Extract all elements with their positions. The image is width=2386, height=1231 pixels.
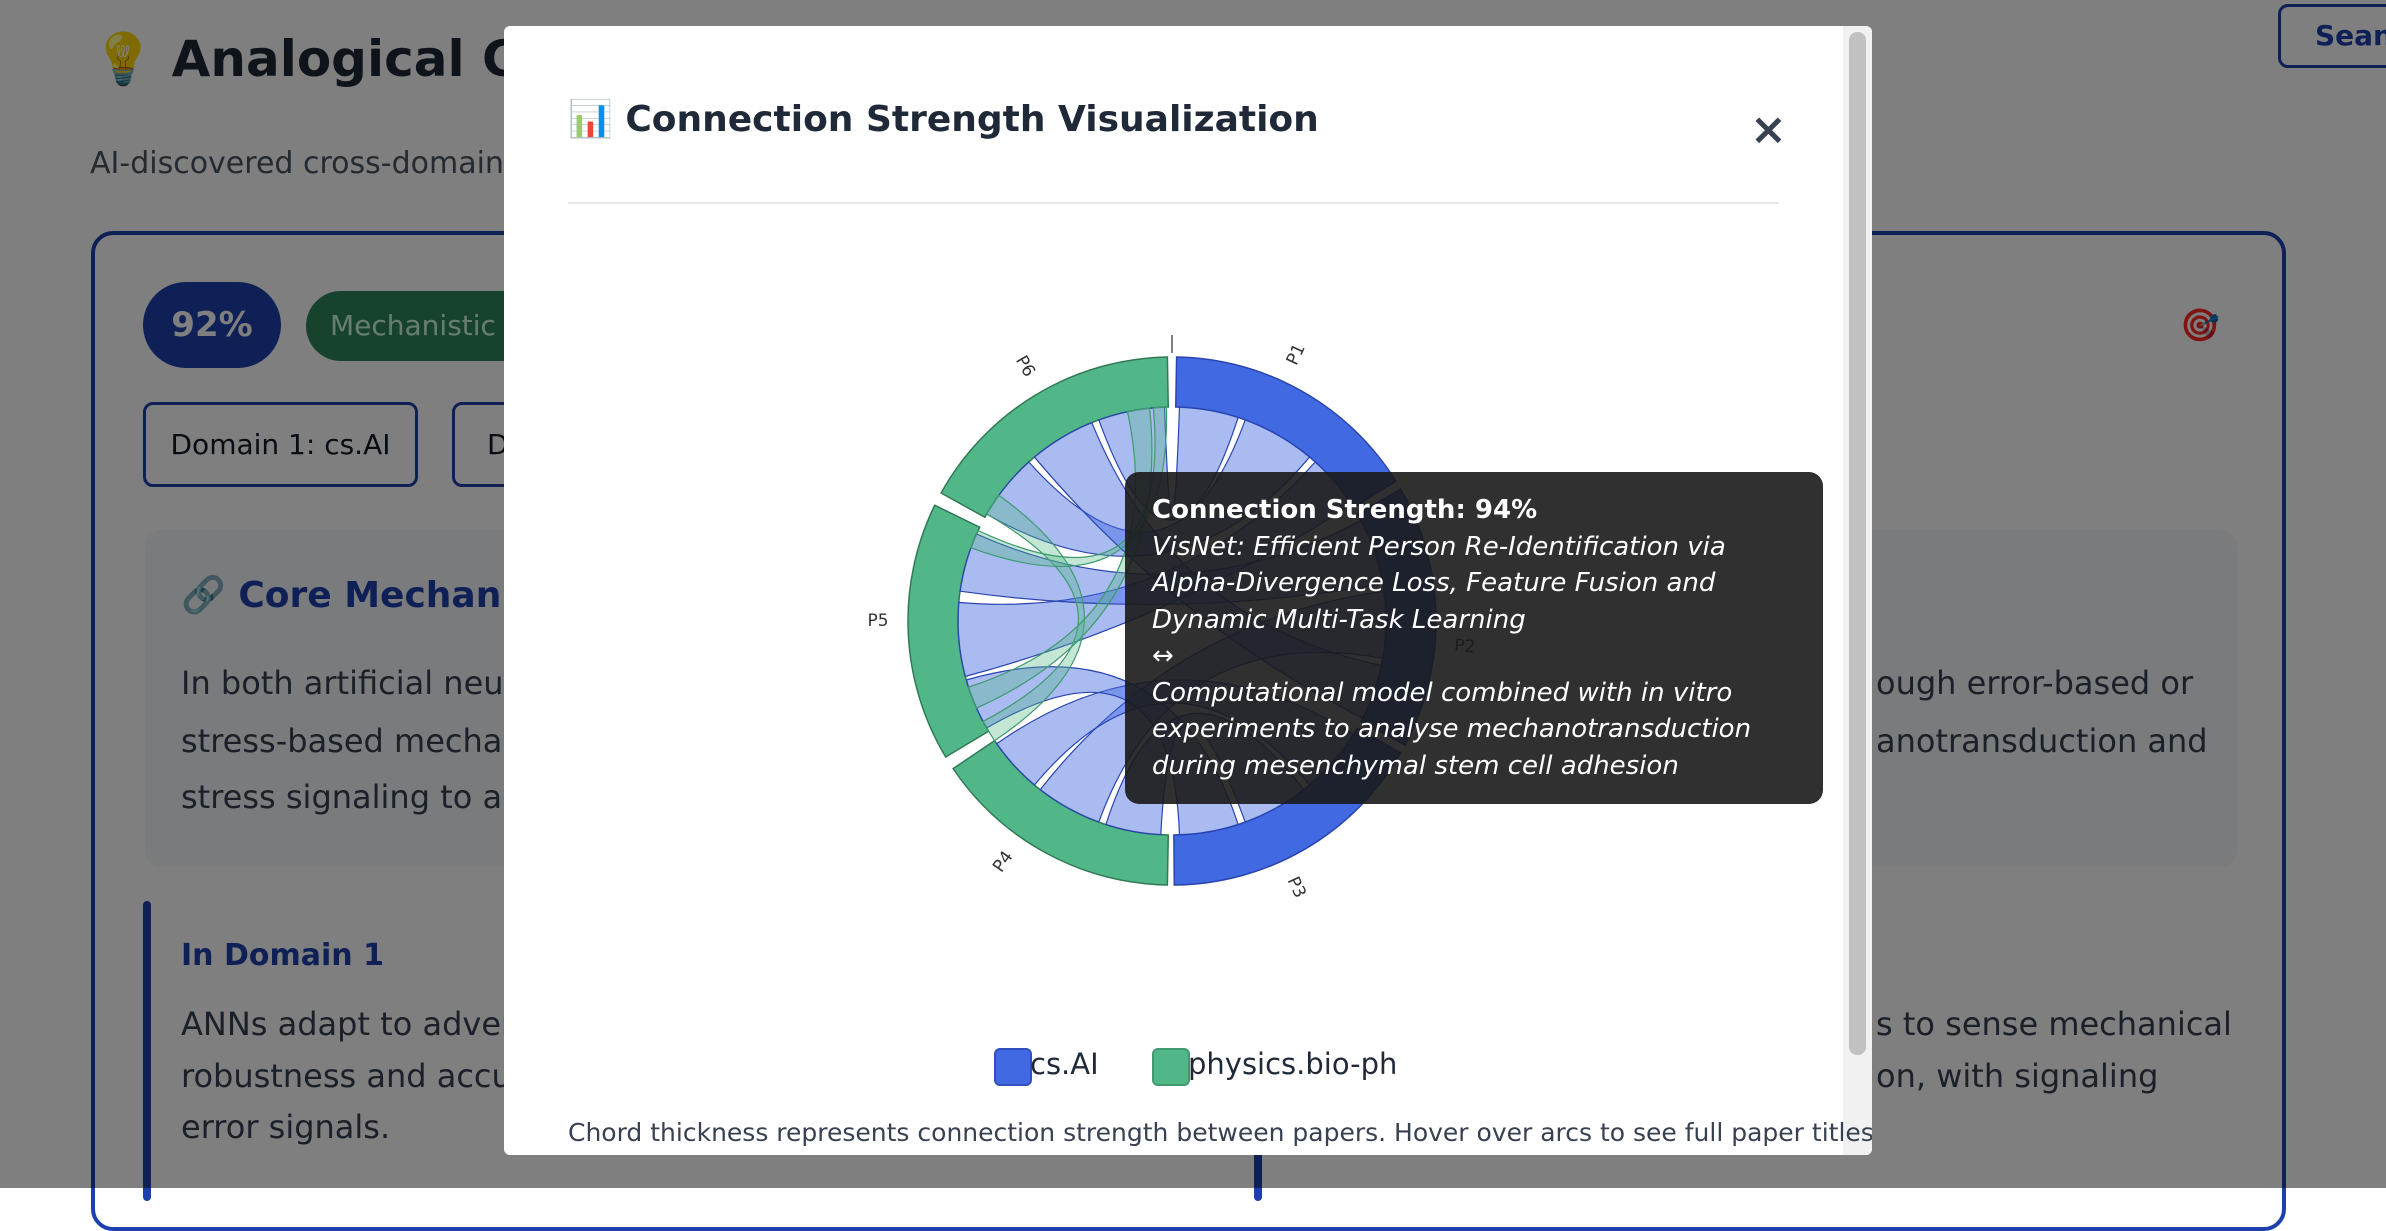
chord-label: P5 [867, 611, 888, 631]
modal-title: 📊 Connection Strength Visualization [568, 99, 1319, 140]
close-button[interactable]: × [1750, 104, 1787, 155]
legend-label: physics.bio-ph [1188, 1047, 1398, 1081]
tooltip-paper: VisNet: Efficient Person Re-Identificati… [1152, 531, 1726, 635]
legend-swatch [994, 1048, 1032, 1086]
legend-label: cs.AI [1030, 1047, 1099, 1081]
tooltip-strength: Connection Strength: 94% [1152, 495, 1538, 525]
tooltip-arrow: ↔ [1152, 641, 1174, 671]
chord-label: P4 [989, 847, 1017, 876]
chord-label: P3 [1283, 874, 1310, 902]
chord-ribbon [967, 407, 1153, 709]
caption: Chord thickness represents connection st… [568, 1118, 1872, 1147]
chord-label: P6 [1011, 352, 1039, 380]
tooltip-paper: Computational model combined with in vit… [1152, 677, 1752, 781]
scrollbar-thumb[interactable] [1849, 32, 1866, 1055]
legend-swatch [1152, 1048, 1190, 1086]
chord-label: P1 [1283, 341, 1310, 369]
divider [568, 202, 1779, 204]
tooltip: Connection Strength: 94% VisNet: Efficie… [1125, 472, 1823, 804]
